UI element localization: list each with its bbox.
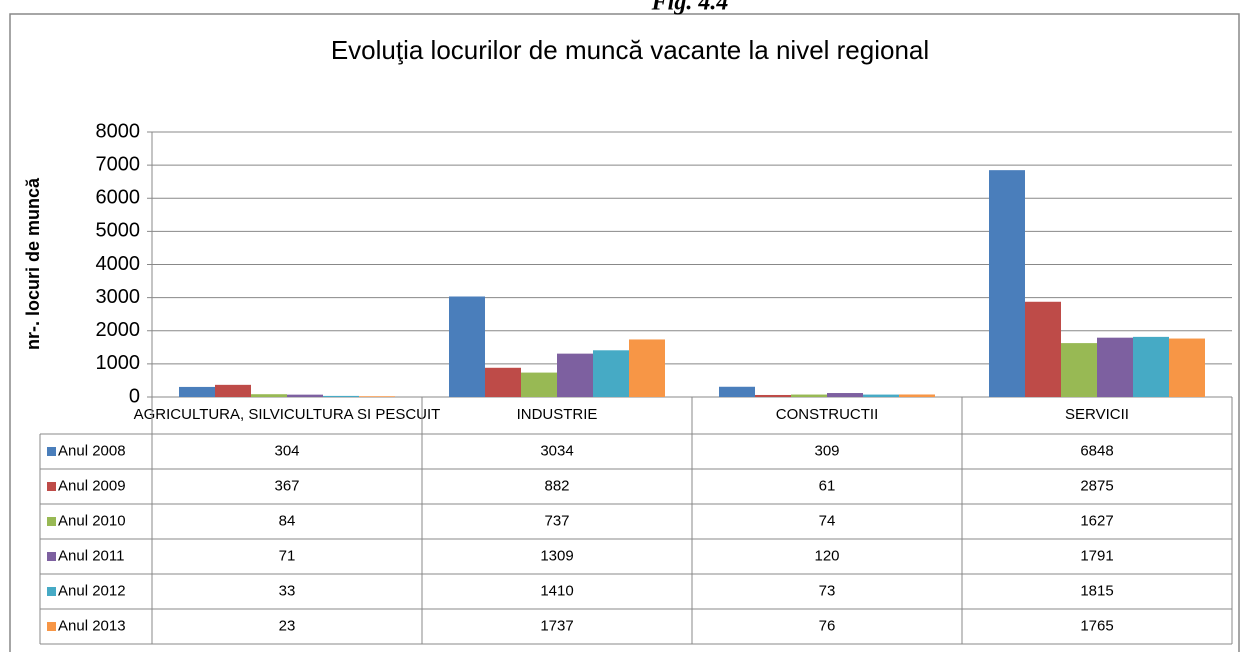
bar — [521, 372, 557, 397]
x-tick-label: SERVICII — [1065, 406, 1129, 423]
legend-key — [47, 622, 56, 631]
legend-label: Anul 2010 — [58, 512, 126, 529]
legend-key — [47, 517, 56, 526]
table-value: 61 — [819, 477, 836, 494]
bar — [359, 396, 395, 397]
legend-key — [47, 587, 56, 596]
bar — [1025, 301, 1061, 397]
table-value: 1627 — [1080, 512, 1113, 529]
bar — [1169, 338, 1205, 397]
table-value: 304 — [274, 442, 299, 459]
table-value: 120 — [814, 547, 839, 564]
legend-key — [47, 447, 56, 456]
table-value: 76 — [819, 617, 836, 634]
table-value: 309 — [814, 442, 839, 459]
y-tick-label: 5000 — [96, 220, 141, 242]
table-value: 74 — [819, 512, 836, 529]
bar — [1061, 343, 1097, 397]
bar — [1133, 336, 1169, 397]
table-value: 1765 — [1080, 617, 1113, 634]
bar — [719, 386, 755, 397]
bar — [287, 394, 323, 397]
legend-label: Anul 2013 — [58, 617, 126, 634]
legend-label: Anul 2011 — [58, 547, 124, 564]
chart-title: Evoluţia locurilor de muncă vacante la n… — [331, 35, 929, 65]
y-tick-label: 2000 — [96, 319, 141, 341]
bar — [755, 394, 791, 397]
legend-label: Anul 2008 — [58, 442, 126, 459]
bar — [791, 394, 827, 397]
table-value: 1815 — [1080, 582, 1113, 599]
bar — [629, 339, 665, 397]
table-value: 71 — [279, 547, 296, 564]
bar — [1097, 337, 1133, 397]
bar — [179, 386, 215, 397]
table-value: 1791 — [1080, 547, 1113, 564]
table-value: 3034 — [540, 442, 573, 459]
bar — [449, 296, 485, 397]
y-tick-label: 8000 — [96, 120, 141, 142]
y-axis-label: nr-. locuri de muncă — [23, 177, 43, 350]
bar — [485, 367, 521, 397]
x-tick-label: AGRICULTURA, SILVICULTURA SI PESCUIT — [134, 406, 441, 423]
bar — [557, 353, 593, 397]
bar — [251, 394, 287, 397]
table-value: 23 — [279, 617, 296, 634]
table-value: 2875 — [1080, 477, 1113, 494]
y-tick-label: 7000 — [96, 153, 141, 175]
x-tick-label: CONSTRUCTII — [776, 406, 879, 423]
table-value: 367 — [274, 477, 299, 494]
y-tick-label: 6000 — [96, 187, 141, 209]
bar — [215, 384, 251, 397]
bar — [827, 393, 863, 397]
y-tick-label: 1000 — [96, 352, 141, 374]
y-tick-label: 0 — [129, 385, 140, 407]
bar — [323, 395, 359, 397]
table-value: 737 — [544, 512, 569, 529]
y-tick-label: 4000 — [96, 253, 141, 275]
table-value: 882 — [544, 477, 569, 494]
table-value: 73 — [819, 582, 836, 599]
table-value: 6848 — [1080, 442, 1113, 459]
x-tick-label: INDUSTRIE — [517, 406, 598, 423]
table-value: 1737 — [540, 617, 573, 634]
y-tick-label: 3000 — [96, 286, 141, 308]
legend-label: Anul 2012 — [58, 582, 126, 599]
legend-key — [47, 482, 56, 491]
bar — [899, 394, 935, 397]
legend-label: Anul 2009 — [58, 477, 126, 494]
table-value: 84 — [279, 512, 296, 529]
table-value: 1410 — [540, 582, 573, 599]
legend-key — [47, 552, 56, 561]
table-value: 33 — [279, 582, 296, 599]
bar — [863, 394, 899, 397]
bar — [593, 350, 629, 397]
figure-caption: Fig. 4.4 — [651, 0, 729, 16]
bar — [989, 170, 1025, 397]
table-value: 1309 — [540, 547, 573, 564]
